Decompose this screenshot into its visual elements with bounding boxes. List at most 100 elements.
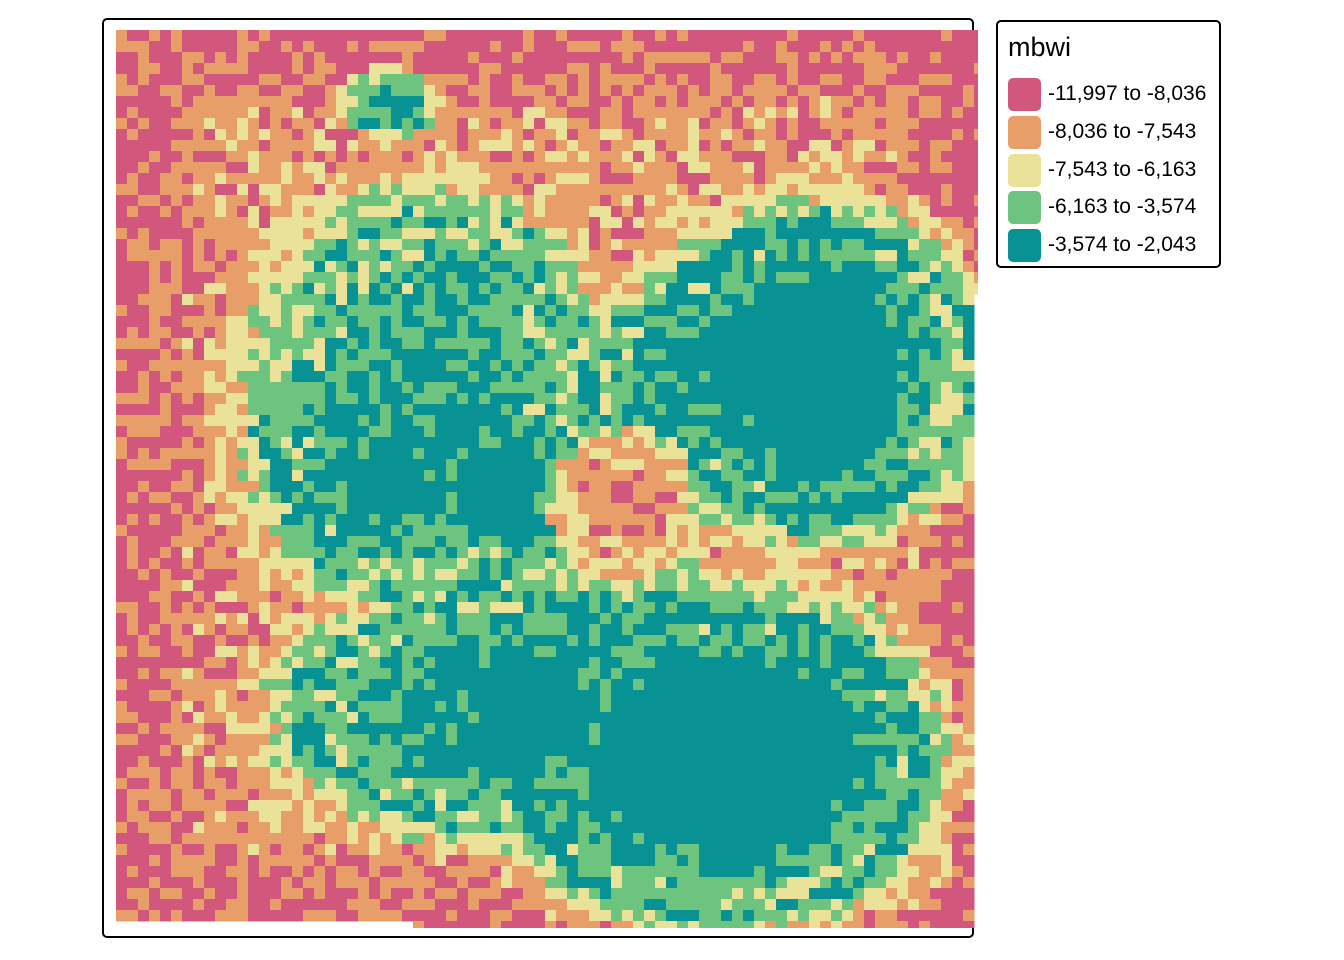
raster-cell (457, 415, 469, 427)
raster-cell (391, 239, 403, 251)
raster-cell (754, 294, 766, 306)
raster-cell (204, 712, 216, 724)
raster-cell (380, 261, 392, 273)
raster-cell (512, 239, 524, 251)
raster-cell (468, 536, 480, 548)
raster-cell (567, 459, 579, 471)
raster-cell (182, 261, 194, 273)
raster-cell (919, 602, 931, 614)
raster-cell (457, 294, 469, 306)
raster-cell (633, 437, 645, 449)
raster-cell (270, 525, 282, 537)
raster-cell (193, 415, 205, 427)
raster-cell (347, 569, 359, 581)
raster-cell (963, 63, 975, 75)
raster-cell (468, 668, 480, 680)
raster-cell (589, 283, 601, 295)
raster-cell (721, 679, 733, 691)
raster-cell (347, 382, 359, 394)
raster-cell (303, 701, 315, 713)
raster-cell (259, 327, 271, 339)
raster-cell (237, 41, 249, 53)
raster-cell (160, 360, 172, 372)
raster-cell (193, 261, 205, 273)
raster-cell (347, 393, 359, 405)
raster-cell (204, 30, 216, 42)
raster-cell (765, 129, 777, 141)
raster-cell (270, 679, 282, 691)
raster-cell (402, 690, 414, 702)
raster-cell (226, 349, 238, 361)
raster-cell (952, 327, 964, 339)
raster-cell (699, 701, 711, 713)
raster-cell (787, 690, 799, 702)
raster-cell (787, 602, 799, 614)
raster-cell (886, 690, 898, 702)
raster-cell (688, 448, 700, 460)
raster-cell (952, 712, 964, 724)
raster-cell (908, 228, 920, 240)
raster-cell (600, 96, 612, 108)
raster-cell (941, 52, 953, 64)
raster-cell (622, 690, 634, 702)
raster-cell (314, 679, 326, 691)
raster-cell (270, 261, 282, 273)
raster-cell (369, 426, 381, 438)
raster-cell (699, 349, 711, 361)
raster-cell (292, 459, 304, 471)
raster-cell (853, 74, 865, 86)
raster-cell (545, 646, 557, 658)
raster-cell (457, 646, 469, 658)
raster-cell (721, 305, 733, 317)
raster-cell (644, 536, 656, 548)
raster-cell (468, 74, 480, 86)
raster-cell (765, 437, 777, 449)
raster-cell (974, 239, 978, 251)
raster-cell (391, 569, 403, 581)
raster-cell (347, 503, 359, 515)
raster-cell (149, 151, 161, 163)
raster-cell (798, 371, 810, 383)
raster-cell (523, 723, 535, 735)
raster-cell (292, 635, 304, 647)
raster-cell (259, 426, 271, 438)
raster-cell (897, 63, 909, 75)
raster-cell (567, 41, 579, 53)
raster-cell (666, 129, 678, 141)
raster-cell (633, 569, 645, 581)
raster-cell (270, 151, 282, 163)
raster-cell (270, 701, 282, 713)
raster-cell (479, 30, 491, 42)
raster-cell (732, 712, 744, 724)
raster-cell (226, 184, 238, 196)
raster-cell (941, 470, 953, 482)
raster-cell (127, 371, 139, 383)
raster-cell (215, 261, 227, 273)
raster-cell (765, 382, 777, 394)
raster-cell (347, 426, 359, 438)
raster-cell (193, 162, 205, 174)
raster-cell (424, 217, 436, 229)
raster-cell (138, 41, 150, 53)
raster-cell (160, 52, 172, 64)
raster-cell (743, 327, 755, 339)
raster-cell (215, 690, 227, 702)
raster-cell (666, 668, 678, 680)
raster-cell (369, 459, 381, 471)
raster-cell (710, 173, 722, 185)
raster-cell (160, 635, 172, 647)
raster-cell (490, 217, 502, 229)
raster-cell (875, 272, 887, 284)
raster-cell (644, 690, 656, 702)
raster-cell (699, 492, 711, 504)
raster-cell (116, 30, 128, 42)
raster-cell (501, 536, 513, 548)
raster-cell (820, 690, 832, 702)
raster-cell (567, 239, 579, 251)
raster-cell (974, 162, 978, 174)
raster-cell (908, 470, 920, 482)
raster-cell (831, 272, 843, 284)
raster-cell (149, 547, 161, 559)
raster-cell (688, 580, 700, 592)
raster-cell (952, 162, 964, 174)
